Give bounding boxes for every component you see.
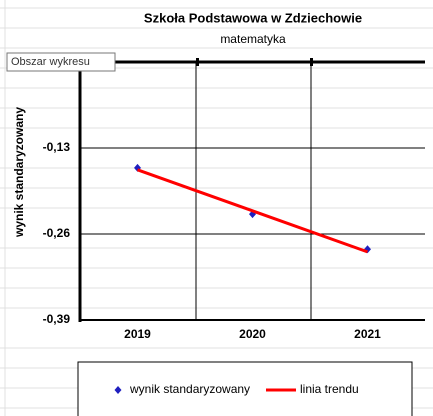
legend-label: wynik standaryzowany [129, 382, 250, 396]
tick [196, 58, 199, 66]
trend-line [136, 168, 369, 254]
x-tick-label: 2021 [354, 327, 381, 341]
y-axis-label: wynik standaryzowany [12, 107, 26, 238]
y-tick-label: -0,13 [43, 140, 71, 154]
y-tick-label: -0,39 [43, 312, 71, 326]
y-tick-label: -0,26 [43, 226, 71, 240]
tick [310, 58, 313, 66]
chart-title: Szkoła Podstawowa w Zdziechowie [144, 10, 362, 25]
legend-box [77, 361, 413, 416]
tooltip-box [6, 52, 116, 72]
tooltip: Obszar wykresu [11, 56, 90, 68]
legend-label: linia trendu [300, 382, 359, 396]
chart-subtitle: matematyka [220, 32, 286, 46]
x-tick-label: 2020 [239, 327, 266, 341]
legend-swatch [114, 386, 122, 394]
x-tick-label: 2019 [124, 327, 151, 341]
